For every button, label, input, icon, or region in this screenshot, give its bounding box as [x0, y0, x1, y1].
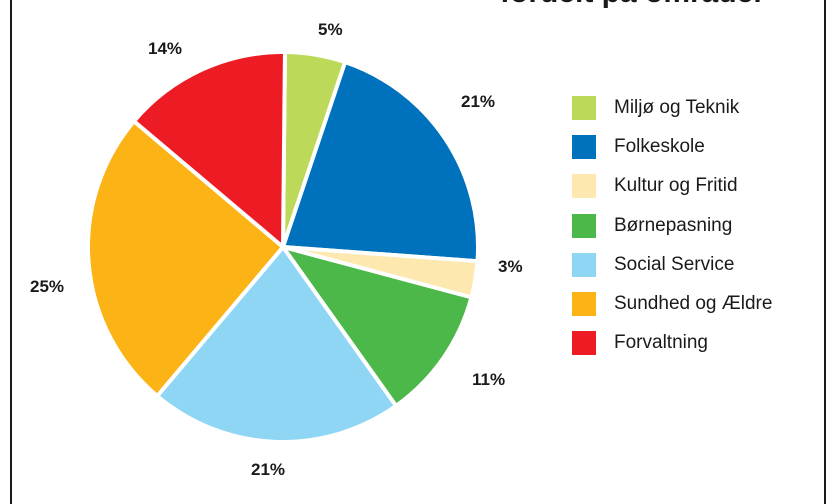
pct-label-social: 21% — [251, 460, 286, 479]
legend-swatch — [572, 252, 596, 277]
pct-label-forvaltning: 14% — [148, 39, 183, 58]
legend-item-miljo: Miljø og Teknik — [572, 88, 772, 127]
legend-label: Kultur og Fritid — [614, 175, 738, 197]
chart-title: fordelt på områder — [500, 0, 824, 10]
legend-item-forvaltning: Forvaltning — [572, 324, 772, 363]
legend-item-social: Social Service — [572, 245, 772, 284]
legend-swatch — [572, 331, 596, 356]
pct-label-bornepasning: 11% — [472, 370, 506, 389]
pct-label-folkeskole: 21% — [461, 92, 496, 111]
pie-slice-6 — [86, 119, 285, 398]
frame-right-border — [824, 0, 826, 504]
legend-item-kultur: Kultur og Fritid — [572, 167, 772, 206]
pie-slices — [86, 50, 480, 444]
legend-swatch — [572, 134, 596, 159]
legend-label: Miljø og Teknik — [614, 96, 740, 118]
legend-item-folkeskole: Folkeskole — [572, 127, 772, 166]
legend-swatch — [572, 292, 596, 317]
legend-label: Forvaltning — [614, 332, 708, 354]
pct-label-sundhed: 25% — [30, 277, 65, 296]
legend-label: Børnepasning — [614, 214, 733, 236]
legend-label: Sundhed og Ældre — [614, 293, 773, 315]
legend-label: Social Service — [614, 253, 735, 275]
legend-item-bornepasning: Børnepasning — [572, 206, 772, 245]
pct-label-kultur: 3% — [498, 257, 523, 276]
legend-swatch — [572, 95, 596, 120]
pie-slice-7 — [132, 50, 287, 249]
legend-swatch — [572, 213, 596, 238]
frame-left-border — [10, 0, 12, 504]
pie-slice-5 — [155, 245, 399, 444]
legend: Miljø og Teknik Folkeskole Kultur og Fri… — [572, 88, 772, 363]
legend-swatch — [572, 174, 596, 199]
legend-item-sundhed: Sundhed og Ældre — [572, 284, 772, 323]
legend-label: Folkeskole — [614, 135, 705, 157]
pct-label-miljo: 5% — [318, 20, 343, 39]
pie-slice-2 — [281, 60, 480, 264]
pie-slice-4 — [281, 245, 474, 408]
